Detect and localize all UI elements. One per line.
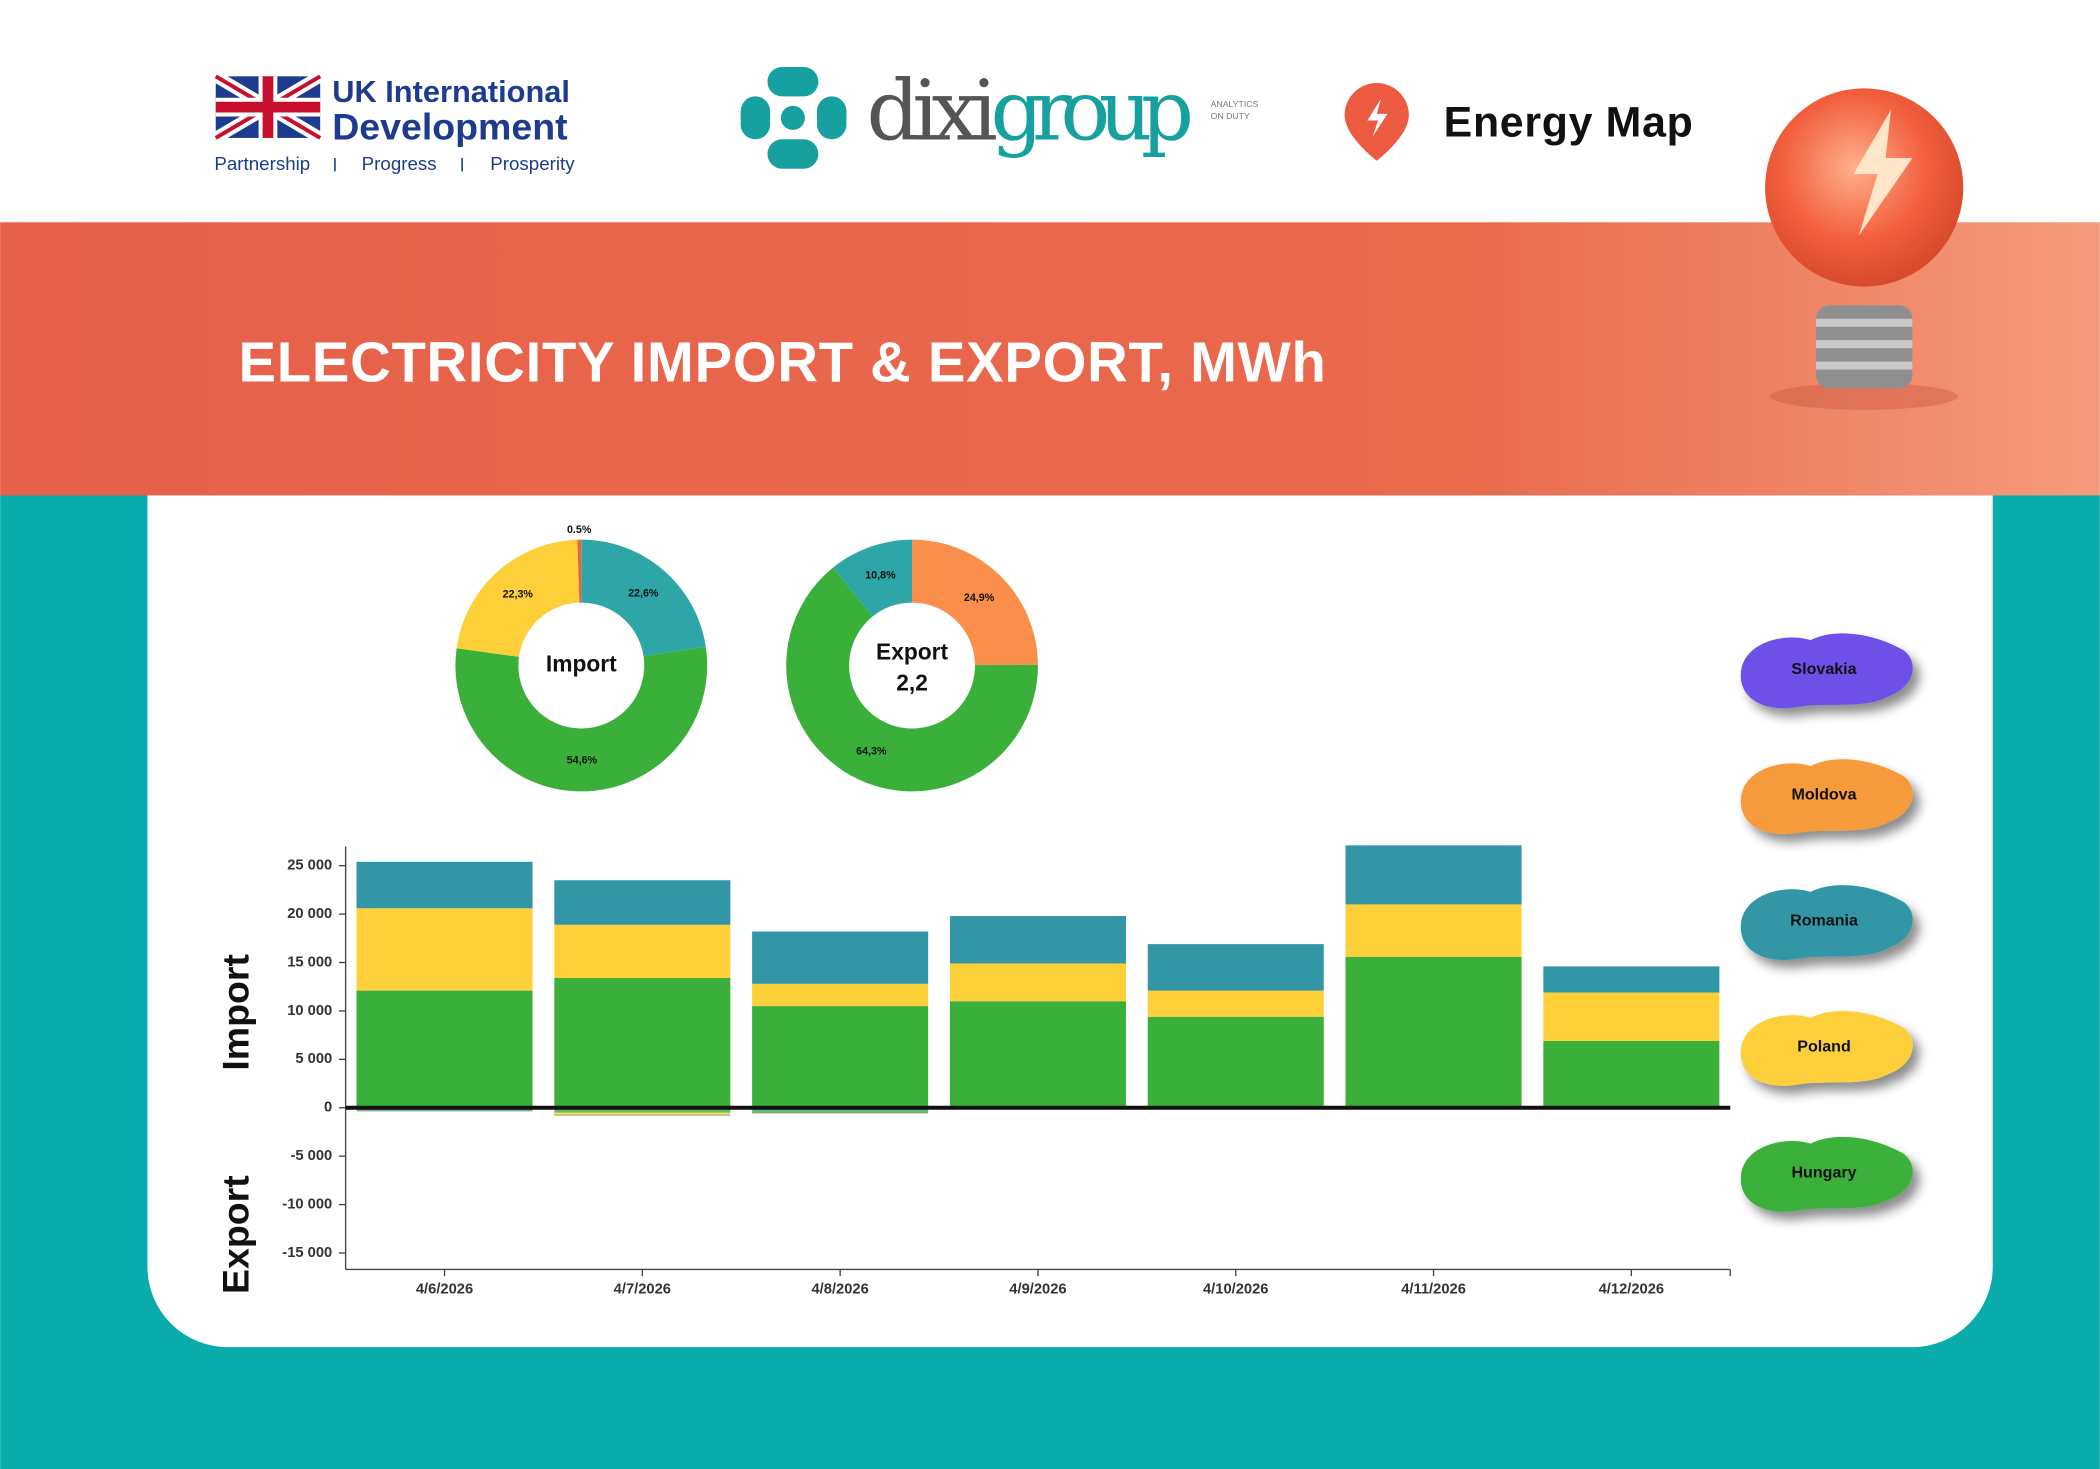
- y-tick-label: -5 000: [291, 1148, 333, 1164]
- y-tick-label: 25 000: [287, 858, 332, 874]
- bar-segment: [1543, 966, 1720, 993]
- pie-slice: [581, 539, 706, 657]
- bar-segment: [752, 1006, 929, 1108]
- pie-slice: [786, 567, 1038, 792]
- bar-segment-export: [554, 1112, 731, 1115]
- motto: Partnership: [214, 153, 310, 174]
- legend-swatch: [1740, 1010, 1913, 1086]
- bar-segment-export: [356, 1110, 533, 1112]
- bar-segment: [554, 978, 731, 1108]
- bar-segment-export: [554, 1115, 731, 1116]
- x-tick-label: 4/9/2026: [1009, 1281, 1066, 1297]
- bar-segment-export: [752, 1111, 929, 1113]
- slice-label: 64,3%: [856, 745, 887, 757]
- legend-label: Poland: [1797, 1037, 1851, 1055]
- slice-label: 24,9%: [964, 592, 995, 604]
- x-tick-label: 4/6/2026: [416, 1281, 473, 1297]
- bar-segment-export: [752, 1112, 929, 1114]
- bar-segment: [554, 880, 731, 925]
- pin-icon: [1344, 83, 1409, 161]
- x-tick-label: 4/11/2026: [1401, 1281, 1466, 1297]
- pie-slice: [455, 646, 708, 792]
- y-axis-label: Export: [214, 1175, 256, 1294]
- brand-part: dixi: [867, 62, 998, 159]
- partner-line1: UK International: [332, 74, 570, 109]
- bulb: [1765, 88, 1964, 410]
- motto: Prosperity: [490, 153, 575, 174]
- bar-segment: [356, 861, 533, 909]
- bar-segment-export: [554, 1114, 731, 1116]
- brand-part: group: [990, 62, 1194, 159]
- y-axis-label: Import: [214, 954, 256, 1071]
- pie-slice: [912, 539, 1038, 666]
- legend-label: Romania: [1790, 912, 1859, 930]
- pie-slice: [833, 539, 913, 617]
- bar-segment: [752, 983, 929, 1007]
- brand-tagline: ANALYTICS: [1211, 99, 1259, 109]
- bar-segment: [1345, 904, 1522, 957]
- y-tick-label: -15 000: [282, 1245, 332, 1261]
- charts: 22,6% 54,6% 22,3% 0.5% Import 24,9% 64,3% 10,8%…: [214, 524, 1913, 1297]
- title: ELECTRICITY IMPORT & EXPORT, MWh: [239, 331, 1326, 394]
- bar-segment: [1345, 845, 1522, 905]
- pie-slice: [456, 539, 580, 657]
- legend-swatch: [1740, 759, 1913, 835]
- pie-center-sublabel: 2,2: [896, 669, 928, 695]
- bar-segment: [1147, 1016, 1324, 1108]
- pin-bolt: [1367, 99, 1388, 137]
- title-band: [0, 222, 2100, 497]
- slice-label: 22,3%: [503, 589, 534, 601]
- pie-slice: [577, 539, 582, 603]
- brand: dixigroup: [867, 62, 1194, 159]
- x-tick-label: 4/10/2026: [1203, 1281, 1268, 1297]
- y-tick-label: 15 000: [287, 954, 332, 970]
- x-tick-label: 4/7/2026: [614, 1281, 671, 1297]
- header-bg: [0, 0, 2100, 223]
- legend-label: Slovakia: [1791, 660, 1857, 678]
- y-tick-label: 20 000: [287, 906, 332, 922]
- slice-label: 10,8%: [865, 570, 896, 582]
- x-tick-label: 4/8/2026: [811, 1281, 868, 1297]
- y-tick-label: 10 000: [287, 1003, 332, 1019]
- bar-segment: [356, 908, 533, 991]
- pie-center-label: Import: [546, 651, 617, 677]
- y-tick-label: 5 000: [295, 1051, 332, 1067]
- bar-segment: [752, 931, 929, 984]
- bar-segment-export: [554, 1107, 731, 1113]
- legend-label: Moldova: [1791, 786, 1857, 804]
- pie-center-label: Export: [876, 638, 948, 664]
- bar-segment: [1345, 956, 1522, 1108]
- bar-segment: [356, 990, 533, 1108]
- slice-label: 22,6%: [628, 587, 659, 599]
- uk-flag: [212, 71, 324, 144]
- legend-swatch: [1740, 885, 1913, 960]
- slice-label: 54,6%: [567, 754, 598, 766]
- legend-swatch: [1740, 1136, 1913, 1212]
- legend-swatch: [1740, 633, 1913, 709]
- bar-segment: [1543, 1040, 1720, 1108]
- bar-segment: [1147, 944, 1324, 991]
- dixigroup-icon: [740, 66, 847, 169]
- bar-segment: [1147, 990, 1324, 1017]
- bar-segment: [1543, 992, 1720, 1041]
- bar-segment: [949, 963, 1126, 1002]
- bar-segment: [949, 916, 1126, 964]
- legend-label: Hungary: [1791, 1163, 1856, 1181]
- bar-segment: [949, 1001, 1126, 1108]
- brand-tagline: ON DUTY: [1211, 111, 1250, 121]
- partner-line2: Development: [332, 105, 568, 147]
- motto: Progress: [362, 153, 437, 174]
- y-tick-label: -10 000: [282, 1196, 332, 1212]
- slice-label: 0.5%: [567, 524, 592, 536]
- x-tick-label: 4/12/2026: [1599, 1281, 1664, 1297]
- bar-segment: [554, 924, 731, 979]
- y-tick-label: 0: [324, 1100, 332, 1116]
- product: Energy Map: [1444, 99, 1693, 147]
